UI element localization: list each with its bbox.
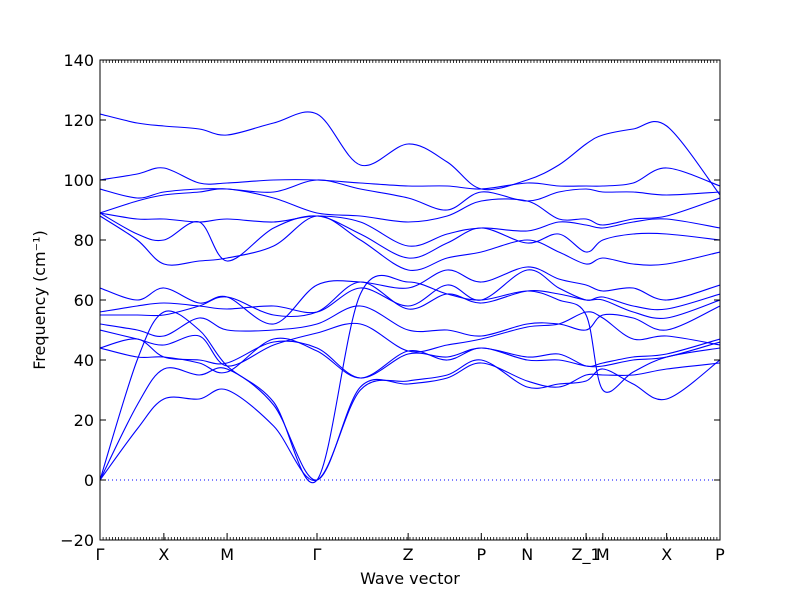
y-tick-label: 40 — [74, 351, 94, 370]
x-tick-label: P — [715, 545, 725, 564]
band-6 — [100, 311, 720, 367]
y-tick-label: 0 — [84, 471, 94, 490]
y-tick-label: 140 — [63, 51, 94, 70]
x-tick-label: M — [596, 545, 610, 564]
x-tick-label: Γ — [96, 545, 105, 564]
plot-area — [100, 111, 720, 484]
band-7 — [100, 305, 720, 337]
band-13 — [100, 212, 720, 247]
x-axis-label: Wave vector — [360, 569, 460, 588]
x-tick-label: M — [220, 545, 234, 564]
x-tick-label: Γ — [313, 545, 322, 564]
y-tick-label: 20 — [74, 411, 94, 430]
band-3 — [100, 274, 720, 484]
band-1 — [100, 359, 720, 481]
x-tick-label: P — [476, 545, 486, 564]
x-tick-label: X — [661, 545, 672, 564]
x-tick-label: Z — [403, 545, 414, 564]
band-16 — [100, 167, 720, 190]
band-9 — [100, 269, 720, 314]
y-axis-label: Frequency (cm⁻¹) — [30, 230, 49, 369]
y-tick-label: −20 — [60, 531, 94, 550]
band-11 — [100, 215, 720, 272]
band-14 — [100, 188, 720, 226]
x-tick-label: N — [521, 545, 533, 564]
band-17 — [100, 111, 720, 196]
band-5 — [100, 338, 720, 379]
band-10 — [100, 266, 720, 325]
y-tick-label: 60 — [74, 291, 94, 310]
x-tick-label: X — [158, 545, 169, 564]
band-8 — [100, 281, 720, 319]
y-tick-label: 100 — [63, 171, 94, 190]
y-tick-label: 80 — [74, 231, 94, 250]
band-2 — [100, 362, 720, 481]
x-tick-label: Z_1 — [572, 545, 601, 565]
y-tick-label: 120 — [63, 111, 94, 130]
band-15 — [100, 179, 720, 211]
